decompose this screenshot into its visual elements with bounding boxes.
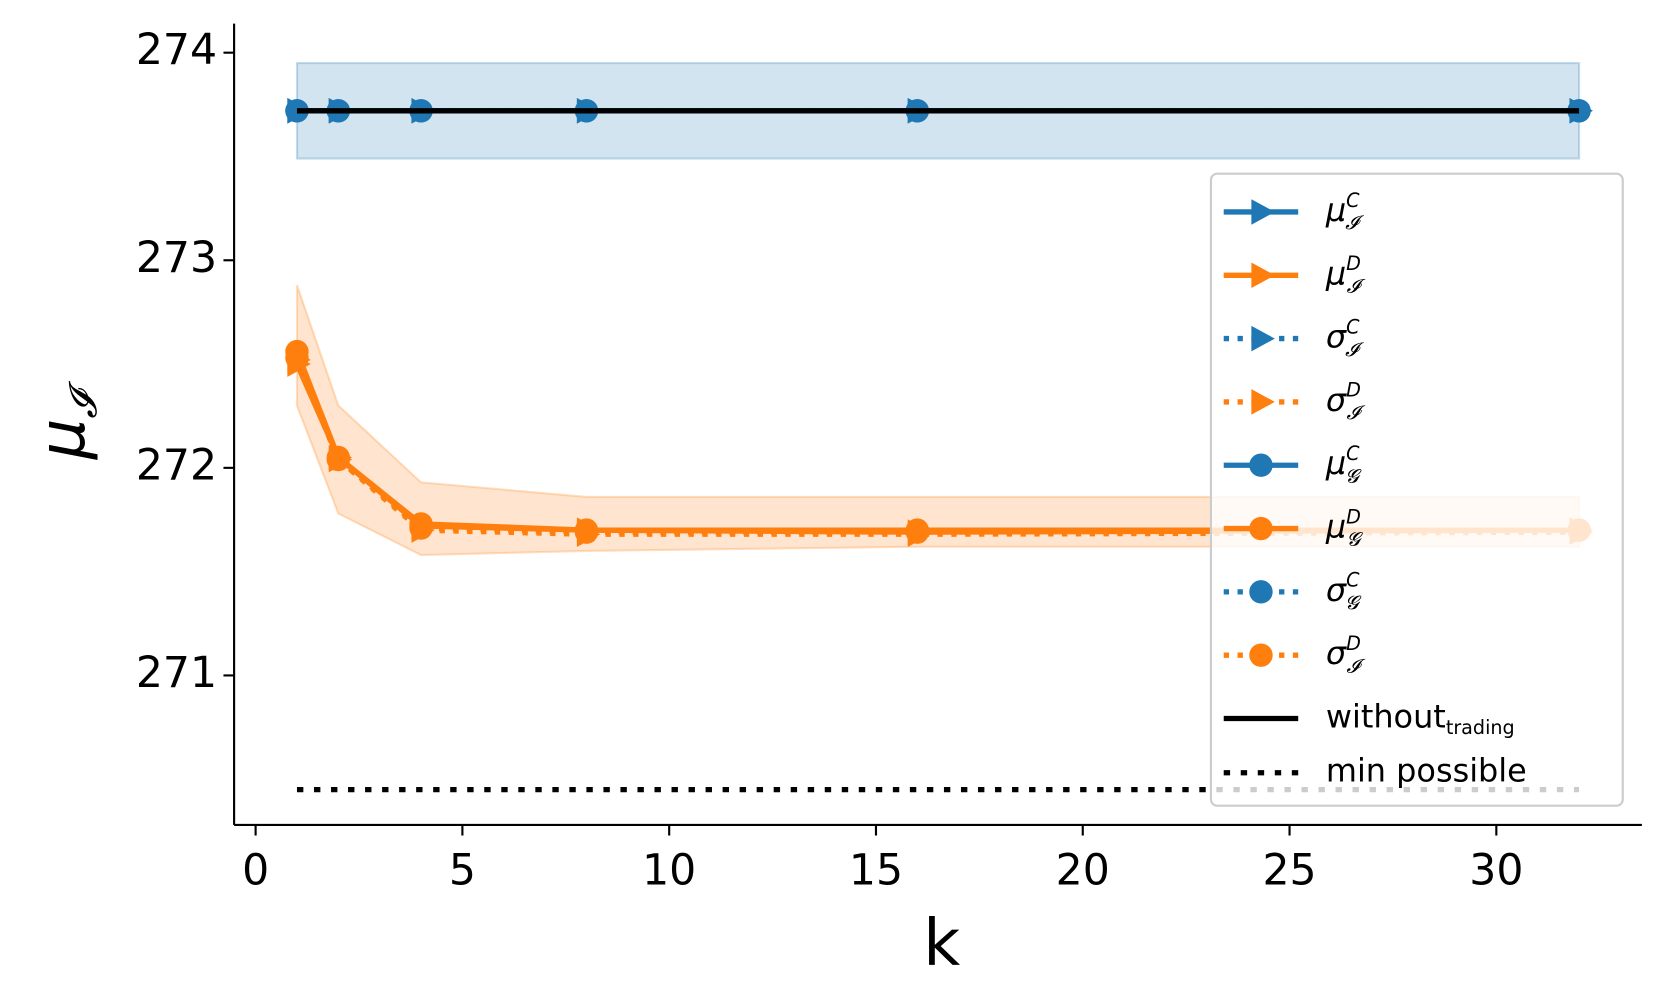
- legend-label: μD 𝓘: [1325, 252, 1366, 297]
- x-tick-label: 15: [849, 845, 903, 895]
- legend-marker: [1249, 643, 1273, 667]
- legend-marker: [1249, 516, 1273, 541]
- legend-label: σD 𝓘: [1326, 631, 1366, 676]
- y-tick-label: 272: [136, 440, 217, 490]
- legend-marker: [1249, 580, 1273, 604]
- legend-marker: [1251, 389, 1275, 415]
- x-tick-label: 25: [1262, 845, 1316, 895]
- legend-marker: [1251, 325, 1275, 352]
- point: [285, 339, 309, 364]
- legend-label: withouttrading: [1326, 697, 1515, 738]
- x-axis-label: k: [923, 907, 960, 981]
- x-tick-label: 20: [1056, 845, 1110, 895]
- legend-label: min possible: [1326, 752, 1527, 790]
- x-tick-label: 5: [449, 845, 476, 895]
- y-tick-label: 274: [136, 25, 217, 75]
- x-tick-label: 0: [242, 845, 269, 895]
- y-axis-label: μ𝓘: [26, 380, 106, 460]
- y-tick-label: 273: [136, 233, 217, 283]
- legend: μC 𝓘μD 𝓘σC 𝓘σD 𝓘μC 𝓖μD 𝓖σC 𝓖σD 𝓘withouttradingmi…: [1209, 172, 1624, 807]
- series-line: [294, 350, 1580, 533]
- legend-marker: [1249, 453, 1273, 477]
- y-tick-label: 271: [136, 648, 217, 698]
- legend-label: μD 𝓖: [1325, 505, 1364, 550]
- x-tick-label: 30: [1469, 845, 1523, 895]
- legend-label: μC 𝓖: [1325, 442, 1362, 487]
- legend-label: σC 𝓖: [1326, 568, 1362, 613]
- point: [326, 445, 351, 470]
- legend-box: [1209, 172, 1624, 807]
- point: [905, 518, 930, 542]
- x-tick-label: 10: [642, 845, 696, 895]
- point: [409, 512, 433, 536]
- point: [574, 518, 599, 542]
- legend-marker: [1251, 199, 1275, 225]
- legend-marker: [1251, 262, 1275, 289]
